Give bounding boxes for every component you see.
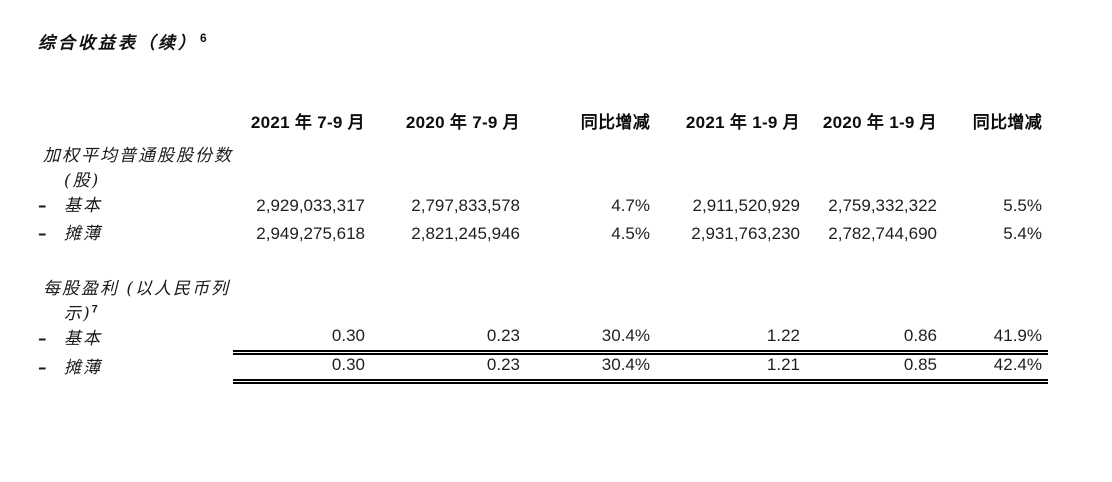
section-heading-weighted-avg-shares-line2: (股) <box>38 166 1048 191</box>
row-label-text: 基本 <box>64 328 102 349</box>
section-heading-eps-line2: 示)7 <box>38 299 1048 324</box>
page-title-text: 综合收益表（续） <box>38 33 198 54</box>
row-label: – 基本 <box>38 324 233 353</box>
cell-value: 2,821,245,946 <box>411 223 520 243</box>
cell-value: 5.4% <box>1003 223 1042 243</box>
cell-value: 42.4% <box>937 352 1048 385</box>
section-footnote-ref: 7 <box>91 303 98 315</box>
cell-value: 0.85 <box>800 352 937 385</box>
section-heading-line1: 加权平均普通股股份数 <box>43 145 233 166</box>
column-header-yoy-q3: 同比增减 <box>580 112 650 132</box>
row-label: – 摊薄 <box>38 219 233 247</box>
cell-value: 2,931,763,230 <box>691 223 800 243</box>
column-header-2021-9m: 2021 年 1-9 月 <box>685 112 800 132</box>
table-row-eps-basic: – 基本 0.30 0.23 30.4% 1.22 0.86 41.9% <box>38 323 1048 356</box>
column-header-2020-q3: 2020 年 7-9 月 <box>405 112 520 132</box>
cell-value: 0.23 <box>365 352 520 385</box>
column-header-2020-9m: 2020 年 1-9 月 <box>822 112 937 132</box>
cell-value: 2,782,744,690 <box>828 223 937 243</box>
row-label-text: 基本 <box>64 195 102 216</box>
page-title: 综合收益表（续） 6 <box>38 26 1112 56</box>
section-heading-line2: (股) <box>64 170 101 191</box>
cell-value: 4.5% <box>611 223 650 243</box>
cell-value: 1.22 <box>650 323 800 356</box>
row-dash: – <box>38 195 49 216</box>
table-row-eps-diluted: – 摊薄 0.30 0.23 30.4% 1.21 0.85 42.4% <box>38 352 1048 385</box>
cell-value: 5.5% <box>1003 195 1042 215</box>
column-header-2021-q3: 2021 年 7-9 月 <box>250 112 365 132</box>
cell-value: 0.30 <box>233 323 365 356</box>
row-dash: – <box>38 328 49 349</box>
cell-value: 41.9% <box>937 323 1048 356</box>
spacer-row <box>38 247 1048 269</box>
cell-value: 30.4% <box>520 323 650 356</box>
cell-value: 30.4% <box>520 352 650 385</box>
row-label-text: 摊薄 <box>64 223 102 244</box>
cell-value: 0.86 <box>800 323 937 356</box>
column-header-yoy-9m: 同比增减 <box>972 112 1042 132</box>
row-dash: – <box>38 357 49 378</box>
cell-value: 2,759,332,322 <box>828 195 937 215</box>
table-row-shares-basic: – 基本 2,929,033,317 2,797,833,578 4.7% 2,9… <box>38 191 1048 219</box>
cell-value: 2,949,275,618 <box>256 223 365 243</box>
cell-value: 0.30 <box>233 352 365 385</box>
section-heading-line2: 示)7 <box>38 299 1048 324</box>
section-heading-weighted-avg-shares: 加权平均普通股股份数 <box>38 136 1048 166</box>
cell-value: 2,929,033,317 <box>256 195 365 215</box>
cell-value: 0.23 <box>365 323 520 356</box>
table-row-shares-diluted: – 摊薄 2,949,275,618 2,821,245,946 4.5% 2,9… <box>38 219 1048 247</box>
cell-value: 2,797,833,578 <box>411 195 520 215</box>
row-dash: – <box>38 223 49 244</box>
row-label: – 摊薄 <box>38 353 233 382</box>
cell-value: 2,911,520,929 <box>692 195 800 215</box>
column-header-empty <box>38 106 233 136</box>
section-heading-eps: 每股盈利 (以人民币列 <box>38 269 1048 299</box>
cell-value: 1.21 <box>650 352 800 385</box>
row-label: – 基本 <box>38 191 233 219</box>
row-label-text: 摊薄 <box>64 357 102 378</box>
section-heading-line2-text: 示) <box>64 303 92 324</box>
title-footnote-ref: 6 <box>200 31 207 45</box>
comprehensive-income-table: 2021 年 7-9 月 2020 年 7-9 月 同比增减 2021 年 1-… <box>38 106 1048 385</box>
section-heading-line1: 每股盈利 (以人民币列 <box>43 278 231 299</box>
cell-value: 4.7% <box>611 195 650 215</box>
table-header-row: 2021 年 7-9 月 2020 年 7-9 月 同比增减 2021 年 1-… <box>38 106 1048 136</box>
